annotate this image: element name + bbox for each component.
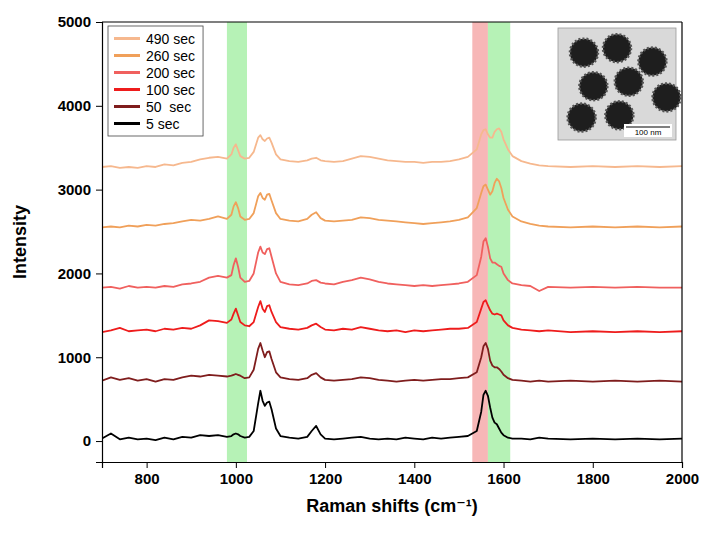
spectrum-line <box>102 391 682 440</box>
y-axis-title: Intensity <box>10 205 30 279</box>
x-tick-label: 1000 <box>220 470 253 487</box>
x-tick-label: 1200 <box>309 470 342 487</box>
x-tick: 1400 <box>398 462 431 487</box>
y-tick-mark <box>96 273 102 274</box>
y-tick: 3000 <box>58 181 102 198</box>
x-tick: 1000 <box>220 462 253 487</box>
x-tick-label: 1600 <box>487 470 520 487</box>
y-tick-label: 3000 <box>58 181 91 198</box>
y-tick-label: 5000 <box>58 13 91 30</box>
x-axis: 800 1000 1200 1400 1600 1800 2000 <box>103 462 700 487</box>
legend-box <box>108 26 203 136</box>
legend-label: 490 sec <box>146 31 195 47</box>
x-tick-label: 1400 <box>398 470 431 487</box>
inset-particle <box>603 34 631 62</box>
x-axis-line <box>103 463 683 469</box>
x-tick-label: 2000 <box>666 470 699 487</box>
legend-label: 100 sec <box>146 82 195 98</box>
y-tick-label: 2000 <box>58 265 91 282</box>
y-tick: 2000 <box>58 265 102 282</box>
y-tick: 0 <box>83 432 102 449</box>
x-tick: 2000 <box>666 462 699 487</box>
band <box>472 22 488 462</box>
spectrum-line <box>102 300 682 332</box>
x-tick-mark <box>236 462 237 468</box>
y-axis: 0 1000 2000 3000 4000 5000 <box>58 13 103 462</box>
scale-label: 100 nm <box>635 128 662 137</box>
inset-particle <box>615 68 643 96</box>
spectrum-line <box>102 343 682 382</box>
x-tick-mark <box>593 462 594 468</box>
y-tick-label: 0 <box>83 432 91 449</box>
x-tick-mark <box>147 462 148 468</box>
band <box>488 22 510 462</box>
x-tick-label: 800 <box>135 470 160 487</box>
inset-image: 100 nm <box>558 28 681 140</box>
x-tick: 1600 <box>487 462 520 487</box>
y-tick-mark <box>96 190 102 191</box>
legend-swatch <box>114 88 140 91</box>
y-tick-mark <box>96 106 102 107</box>
x-tick: 1800 <box>577 462 610 487</box>
legend-label: 50 sec <box>146 99 191 115</box>
frame <box>681 22 682 462</box>
inset-background <box>558 28 676 140</box>
legend-label: 200 sec <box>146 65 195 81</box>
x-tick-mark <box>325 462 326 468</box>
y-axis-line <box>96 23 103 463</box>
x-tick-mark <box>504 462 505 468</box>
legend-swatch <box>114 105 140 108</box>
y-tick: 4000 <box>58 97 102 114</box>
y-tick-mark <box>96 357 102 358</box>
legend-label: 5 sec <box>146 116 179 132</box>
legend: 490 sec260 sec200 sec100 sec50 sec5 sec <box>108 26 203 136</box>
inset-particle <box>570 39 598 67</box>
legend-swatch <box>114 37 140 40</box>
band <box>227 22 247 462</box>
x-axis-title: Raman shifts (cm⁻¹) <box>306 496 478 516</box>
y-tick-label: 4000 <box>58 97 91 114</box>
x-tick-label: 1800 <box>577 470 610 487</box>
y-tick-mark <box>96 441 102 442</box>
x-tick: 1200 <box>309 462 342 487</box>
inset-particle <box>568 104 596 132</box>
x-tick-mark <box>682 462 683 468</box>
x-tick-mark <box>414 462 415 468</box>
scale-bar-ground <box>624 124 672 137</box>
spectrum-line <box>102 238 682 291</box>
y-tick: 5000 <box>58 13 102 30</box>
y-tick-label: 1000 <box>58 349 91 366</box>
legend-swatch <box>114 71 140 74</box>
inset-particle <box>653 83 681 111</box>
y-tick: 1000 <box>58 349 102 366</box>
frame <box>102 21 682 22</box>
legend-swatch <box>114 54 140 57</box>
spectrum-line <box>102 179 682 228</box>
inset-particle <box>638 48 666 76</box>
inset-particle <box>579 72 607 100</box>
plot-area <box>102 22 682 462</box>
chart: 800 1000 1200 1400 1600 1800 2000 0 1000 2000 3000… <box>0 0 712 534</box>
y-tick-mark <box>96 22 102 23</box>
legend-swatch <box>114 122 140 125</box>
x-tick: 800 <box>135 462 160 487</box>
legend-label: 260 sec <box>146 48 195 64</box>
